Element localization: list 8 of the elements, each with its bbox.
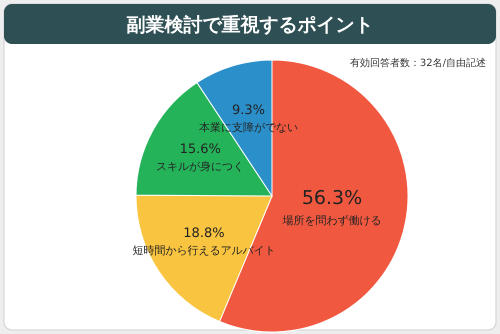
slice-label: スキルが身につく bbox=[156, 160, 244, 174]
slice-label: 場所を問わず働ける bbox=[282, 214, 382, 228]
data-label: 9.3% bbox=[232, 102, 266, 118]
data-label: 18.8% bbox=[183, 226, 225, 242]
data-label: 56.3% bbox=[302, 187, 362, 210]
chart-title: 副業検討で重視するポイント bbox=[126, 14, 374, 36]
data-label: 15.6% bbox=[180, 142, 221, 158]
text: 有効回答者数：32名/自由記述 bbox=[350, 57, 486, 69]
